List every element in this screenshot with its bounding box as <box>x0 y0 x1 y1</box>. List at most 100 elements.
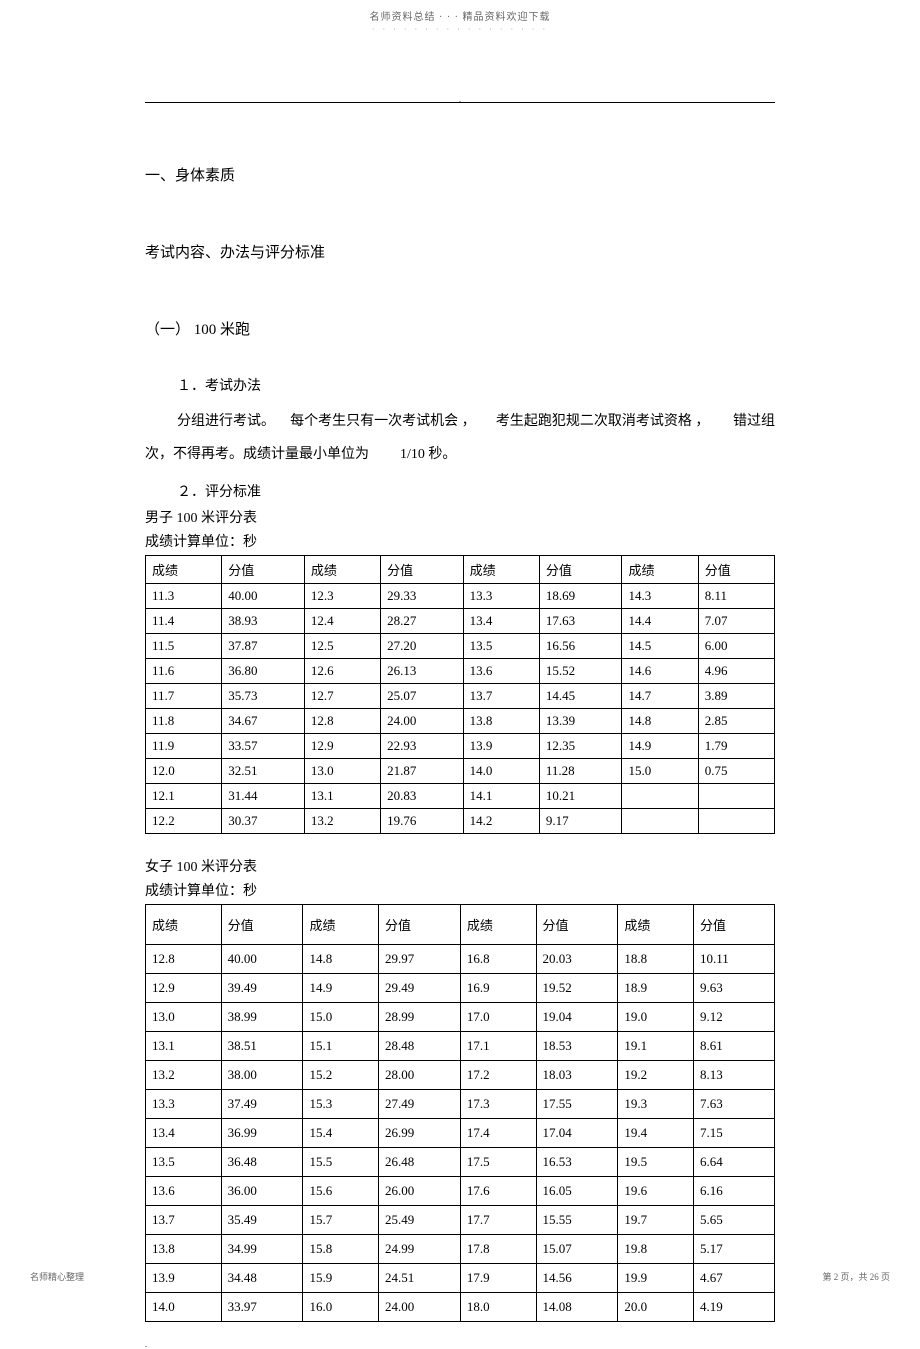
table-cell: 14.4 <box>622 609 698 634</box>
table-header-cell: 成绩 <box>622 556 698 584</box>
text-part: 次，不得再考。成绩计量最小单位为 <box>145 447 369 462</box>
table-cell: 18.8 <box>618 945 694 974</box>
table-cell: 8.61 <box>693 1032 774 1061</box>
table-cell: 17.63 <box>539 609 622 634</box>
table-cell: 14.45 <box>539 684 622 709</box>
table-cell: 26.99 <box>379 1119 461 1148</box>
table-cell: 17.8 <box>460 1235 536 1264</box>
table-cell: 28.48 <box>379 1032 461 1061</box>
table-cell: 34.48 <box>221 1264 303 1293</box>
table-cell: 1.79 <box>698 734 774 759</box>
table-cell: 38.93 <box>222 609 305 634</box>
table-cell: 6.16 <box>693 1177 774 1206</box>
table-cell: 18.9 <box>618 974 694 1003</box>
table-cell: 36.48 <box>221 1148 303 1177</box>
table-cell: 15.3 <box>303 1090 379 1119</box>
table-cell: 33.57 <box>222 734 305 759</box>
table-cell: 19.76 <box>381 809 464 834</box>
table-header-cell: 成绩 <box>146 905 222 945</box>
table-cell: 20.83 <box>381 784 464 809</box>
table-cell: 4.67 <box>693 1264 774 1293</box>
table-body: 12.840.0014.829.9716.820.0318.810.1112.9… <box>146 945 775 1322</box>
item-heading: （一） 100 米跑 <box>145 318 775 339</box>
table-cell: 19.6 <box>618 1177 694 1206</box>
table-cell: 19.04 <box>536 1003 618 1032</box>
text-part: 考生起跑犯规二次取消考试资格 ， <box>496 409 710 434</box>
table-row: 13.934.4815.924.5117.914.5619.94.67 <box>146 1264 775 1293</box>
table-cell: 15.5 <box>303 1148 379 1177</box>
table-cell: 37.87 <box>222 634 305 659</box>
table-header-cell: 成绩 <box>460 905 536 945</box>
table-header-cell: 成绩 <box>146 556 222 584</box>
table-cell: 11.3 <box>146 584 222 609</box>
table-cell: 29.97 <box>379 945 461 974</box>
table-cell: 28.27 <box>381 609 464 634</box>
table-cell: 14.8 <box>622 709 698 734</box>
table-cell: 12.5 <box>304 634 380 659</box>
table-cell: 4.96 <box>698 659 774 684</box>
table-cell: 14.9 <box>303 974 379 1003</box>
table-cell: 20.03 <box>536 945 618 974</box>
table-row: 11.933.5712.922.9313.912.3514.91.79 <box>146 734 775 759</box>
table-header-cell: 分值 <box>221 905 303 945</box>
table-cell: 14.0 <box>146 1293 222 1322</box>
table-cell: 15.7 <box>303 1206 379 1235</box>
table-row: 11.636.8012.626.1313.615.5214.64.96 <box>146 659 775 684</box>
table-cell: 27.20 <box>381 634 464 659</box>
table-cell: 21.87 <box>381 759 464 784</box>
table-cell: 15.0 <box>303 1003 379 1032</box>
table-cell: 12.8 <box>146 945 222 974</box>
table-cell: 13.9 <box>146 1264 222 1293</box>
table-cell: 17.04 <box>536 1119 618 1148</box>
table-cell: 17.4 <box>460 1119 536 1148</box>
table-cell: 18.69 <box>539 584 622 609</box>
table-header-cell: 分值 <box>222 556 305 584</box>
subtitle: 考试内容、办法与评分标准 <box>145 241 775 262</box>
table-cell: 13.2 <box>146 1061 222 1090</box>
table-cell: 7.15 <box>693 1119 774 1148</box>
table-row: 12.032.5113.021.8714.011.2815.00.75 <box>146 759 775 784</box>
table-cell: 14.7 <box>622 684 698 709</box>
footer-left: 名师精心整理 <box>30 1270 84 1283</box>
table-cell: 12.4 <box>304 609 380 634</box>
table-row: 11.438.9312.428.2713.417.6314.47.07 <box>146 609 775 634</box>
table-cell: 14.08 <box>536 1293 618 1322</box>
female-unit-text: 成绩计算单位：秒 <box>145 880 775 900</box>
content-wrapper: . 一、身体素质 考试内容、办法与评分标准 （一） 100 米跑 １．考试办法 … <box>0 102 920 1349</box>
table-cell: 25.49 <box>379 1206 461 1235</box>
table-row: 13.337.4915.327.4917.317.5519.37.63 <box>146 1090 775 1119</box>
table-cell: 19.7 <box>618 1206 694 1235</box>
table-cell: 12.3 <box>304 584 380 609</box>
table-cell: 36.99 <box>221 1119 303 1148</box>
table-cell: 26.00 <box>379 1177 461 1206</box>
table-cell: 3.89 <box>698 684 774 709</box>
table-cell: 18.53 <box>536 1032 618 1061</box>
table-cell: 16.9 <box>460 974 536 1003</box>
table-cell: 11.4 <box>146 609 222 634</box>
table-cell: 13.6 <box>463 659 539 684</box>
footer-right: 第 2 页，共 26 页 <box>822 1270 890 1283</box>
table-cell: 13.7 <box>463 684 539 709</box>
table-cell: 35.73 <box>222 684 305 709</box>
table-row: 13.238.0015.228.0017.218.0319.28.13 <box>146 1061 775 1090</box>
male-unit-text: 成绩计算单位：秒 <box>145 531 775 551</box>
table-cell: 12.7 <box>304 684 380 709</box>
table-header-cell: 分值 <box>381 556 464 584</box>
table-cell: 13.4 <box>463 609 539 634</box>
table-cell: 14.1 <box>463 784 539 809</box>
table-cell: 29.49 <box>379 974 461 1003</box>
table-cell: 5.17 <box>693 1235 774 1264</box>
table-cell: 15.55 <box>536 1206 618 1235</box>
table-cell: 8.11 <box>698 584 774 609</box>
table-cell: 0.75 <box>698 759 774 784</box>
table-cell: 19.1 <box>618 1032 694 1061</box>
standard-label: ２．评分标准 <box>145 481 775 501</box>
table-cell: 16.8 <box>460 945 536 974</box>
table-cell: 17.9 <box>460 1264 536 1293</box>
table-header-cell: 分值 <box>379 905 461 945</box>
table-cell: 14.2 <box>463 809 539 834</box>
table-cell: 14.0 <box>463 759 539 784</box>
table-row: 13.834.9915.824.9917.815.0719.85.17 <box>146 1235 775 1264</box>
table-cell: 10.11 <box>693 945 774 974</box>
table-row: 13.138.5115.128.4817.118.5319.18.61 <box>146 1032 775 1061</box>
